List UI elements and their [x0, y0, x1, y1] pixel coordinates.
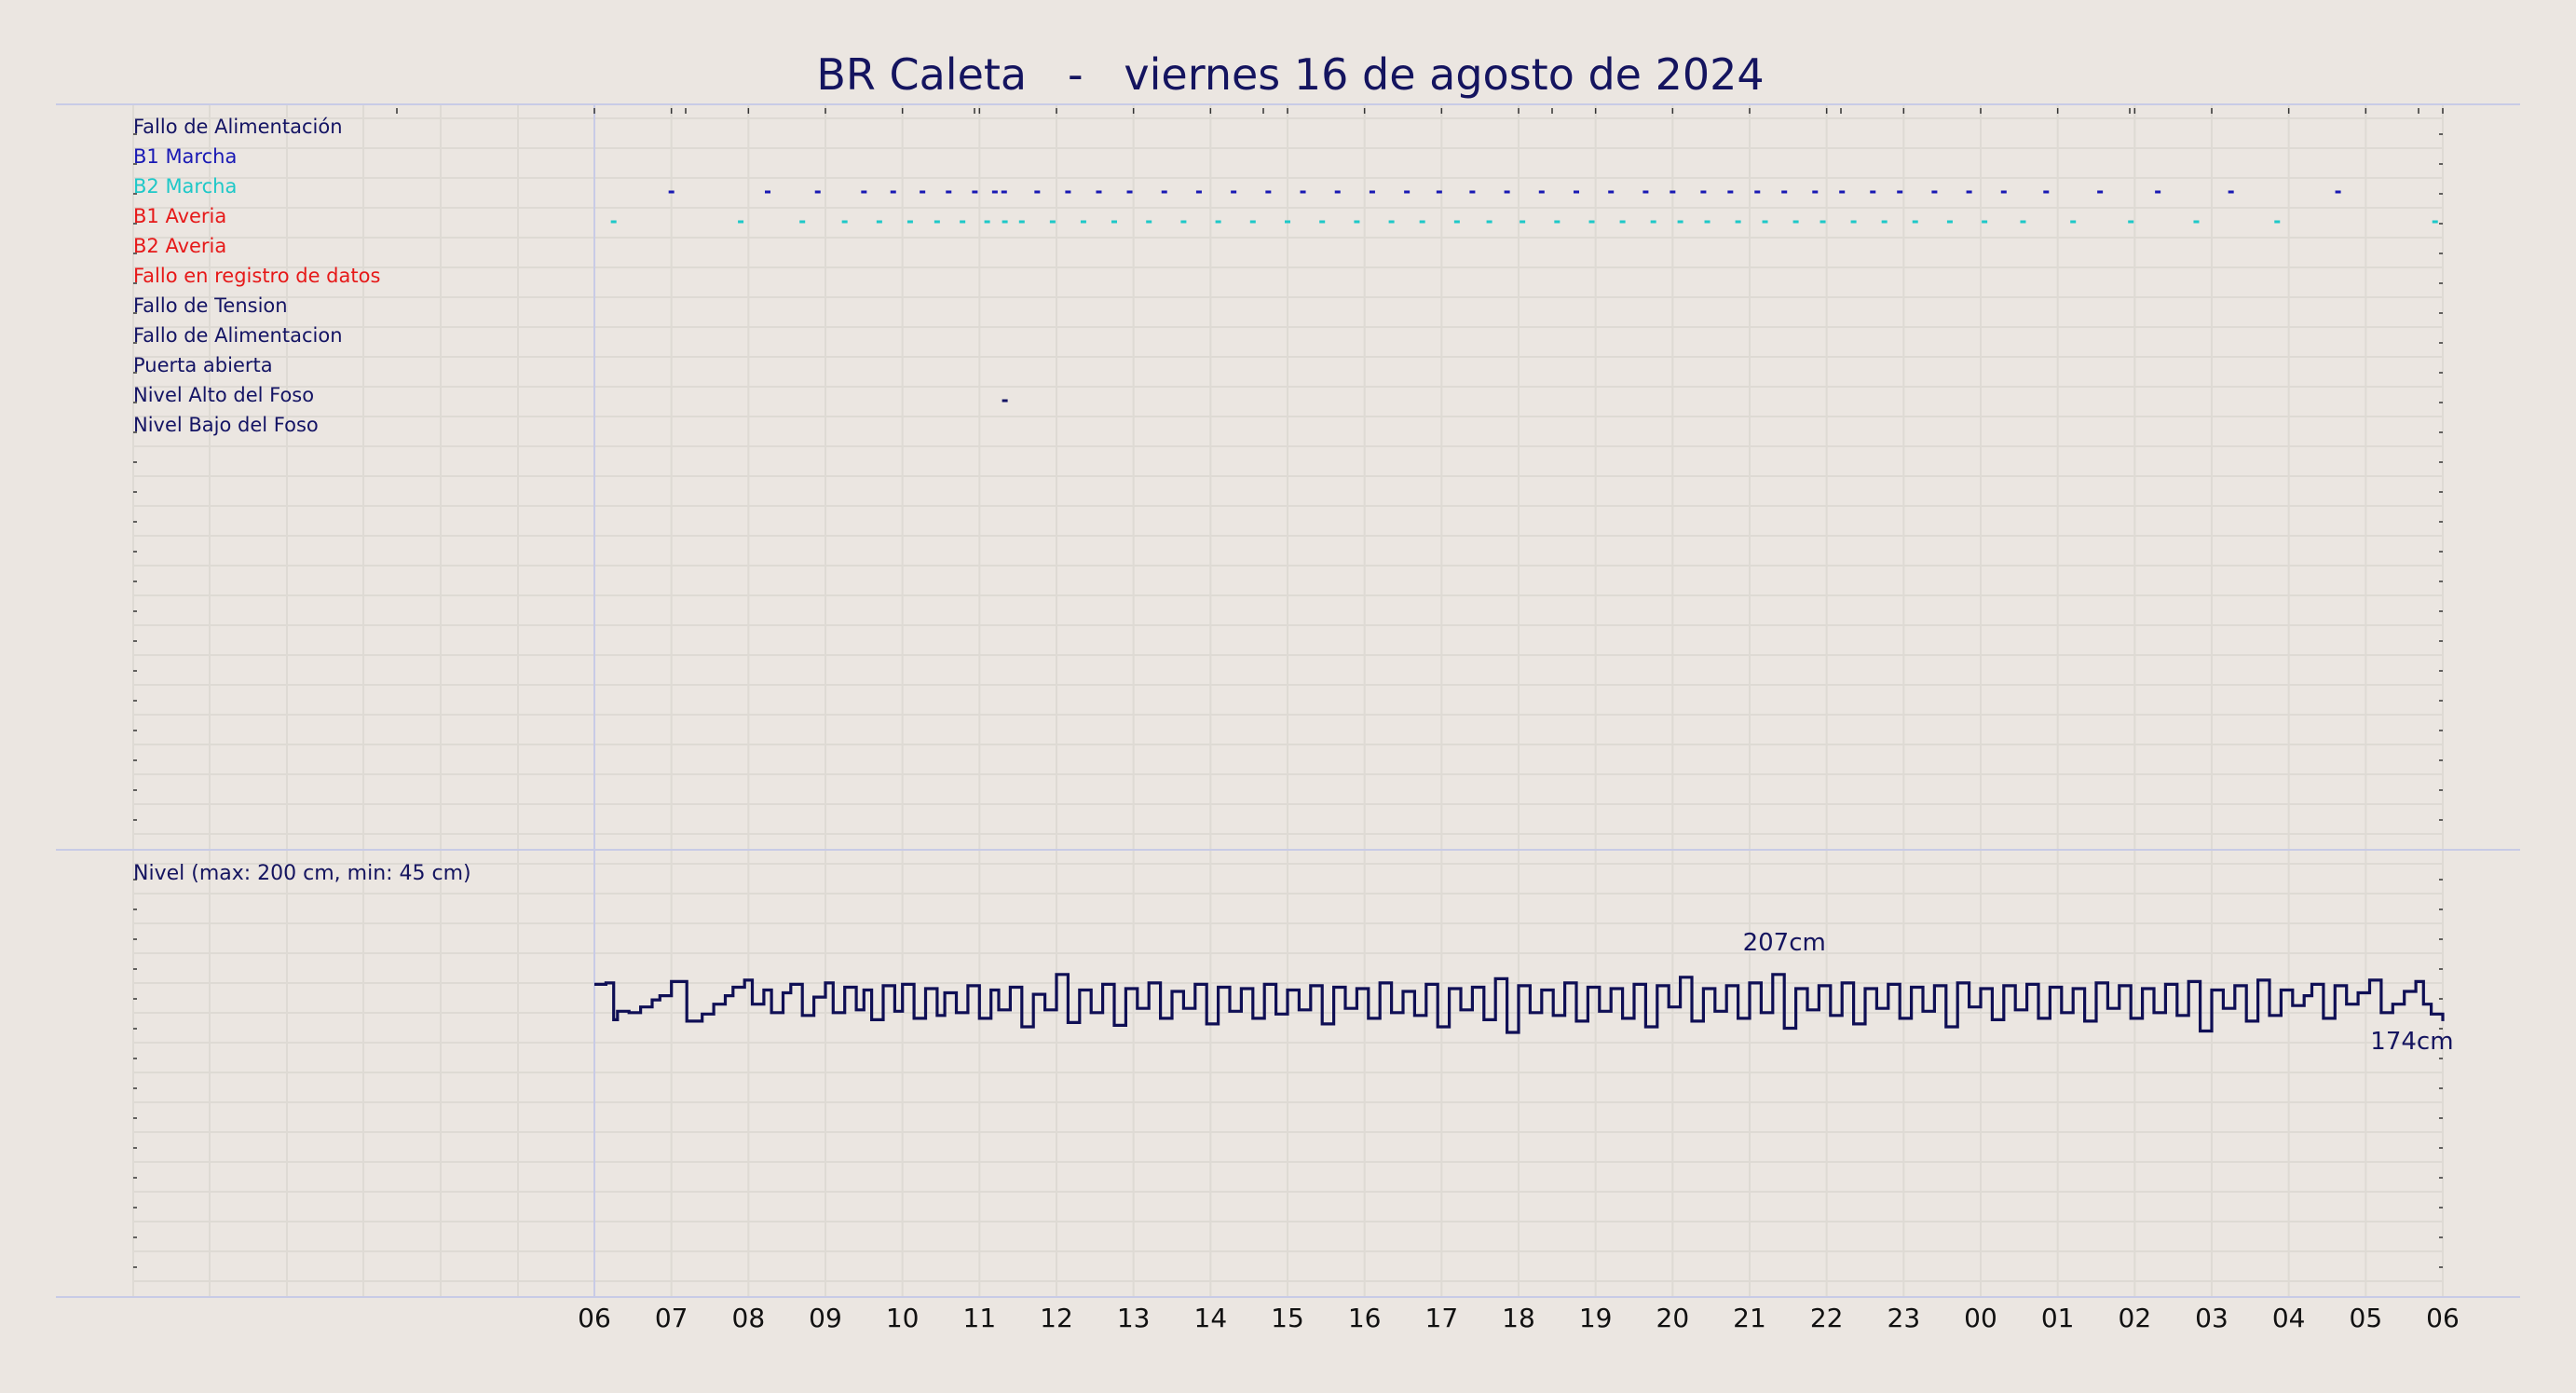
x-tick-label: 17	[1425, 1303, 1459, 1333]
x-tick-label: 18	[1502, 1303, 1535, 1333]
x-tick-label: 22	[1810, 1303, 1844, 1333]
x-tick-label: 13	[1117, 1303, 1151, 1333]
signal-labels: Fallo de Alimentación B1 Marcha B2 Marcha B…	[133, 116, 380, 436]
x-tick-label: 21	[1733, 1303, 1766, 1333]
x-tick-label: 19	[1579, 1303, 1613, 1333]
x-tick-labels: 06 07 08 09 10 11 12 13 14 15 16 17 18 19 20 21 22 23 00 01…	[578, 1303, 2460, 1333]
signal-label: Fallo de Alimentación	[133, 116, 343, 138]
level-series-line	[594, 973, 2445, 1034]
signal-label: B2 Averia	[133, 235, 226, 257]
x-tick-label: 04	[2272, 1303, 2306, 1333]
x-tick-label: 14	[1194, 1303, 1228, 1333]
signal-label: B1 Averia	[133, 205, 226, 227]
chart-title: BR Caleta - viernes 16 de agosto de 2024	[816, 49, 1764, 100]
x-tick-label: 09	[809, 1303, 842, 1333]
level-panel-label: Nivel (max: 200 cm, min: 45 cm)	[133, 862, 471, 885]
x-tick-label: 02	[2119, 1303, 2152, 1333]
x-tick-label: 12	[1040, 1303, 1073, 1333]
x-tick-label: 10	[886, 1303, 920, 1333]
signal-label: Nivel Alto del Foso	[133, 384, 314, 406]
signal-label: Puerta abierta	[133, 354, 273, 376]
x-tick-label: 01	[2041, 1303, 2075, 1333]
x-tick-label: 05	[2350, 1303, 2383, 1333]
x-tick-label: 20	[1656, 1303, 1690, 1333]
signal-label: Fallo de Alimentacion	[133, 324, 343, 347]
x-tick-label: 00	[1964, 1303, 1997, 1333]
x-tick-label: 06	[2426, 1303, 2460, 1333]
axis-ticks	[133, 108, 2444, 1268]
x-tick-label: 23	[1888, 1303, 1921, 1333]
signal-label: Fallo de Tension	[133, 294, 288, 317]
level-annotations: 207cm 174cm	[1743, 929, 2454, 1056]
signal-label: B1 Marcha	[133, 145, 237, 168]
signal-label: Fallo en registro de datos	[133, 265, 380, 287]
level-annotation: 207cm	[1743, 929, 1826, 957]
x-tick-label: 03	[2195, 1303, 2228, 1333]
x-tick-label: 08	[732, 1303, 766, 1333]
panel-dividers	[56, 103, 2520, 1298]
x-tick-label: 07	[655, 1303, 688, 1333]
x-tick-label: 16	[1348, 1303, 1382, 1333]
signal-label: Nivel Bajo del Foso	[133, 414, 319, 436]
x-tick-label: 06	[578, 1303, 611, 1333]
grid	[132, 104, 2444, 1297]
x-tick-label: 15	[1271, 1303, 1304, 1333]
level-annotation: 174cm	[2370, 1028, 2453, 1056]
signal-label: B2 Marcha	[133, 175, 237, 198]
x-tick-label: 11	[963, 1303, 997, 1333]
event-marks	[610, 190, 2438, 403]
